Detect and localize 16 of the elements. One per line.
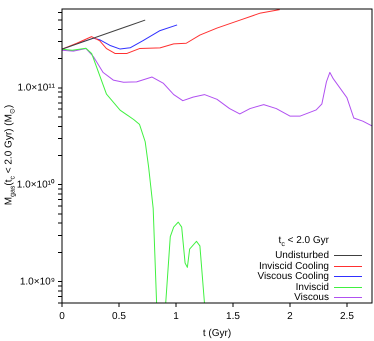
x-tick-label: 0 — [59, 310, 66, 322]
legend-label: Inviscid — [296, 282, 329, 293]
legend-label: Inviscid Cooling — [258, 260, 329, 272]
x-tick-label: 1.5 — [226, 310, 240, 322]
legend-title: t$_{c}$ < 2.0 Gyr — [278, 234, 330, 248]
y-tick-label: 1.0×10¹⁰ — [16, 178, 55, 190]
legend-label: Viscous Cooling — [257, 271, 329, 282]
y-tick-label: 1.0×10⁹ — [20, 276, 55, 288]
y-tick-label: 1.0×10¹¹ — [17, 82, 56, 94]
legend-label: Undisturbed — [275, 250, 329, 262]
x-tick-label: 2.5 — [340, 310, 354, 322]
x-tick-label: 1 — [173, 310, 180, 322]
x-tick-label: 2 — [287, 310, 294, 322]
legend-label: Viscous — [294, 292, 329, 304]
x-axis-title: t (Gyr) — [202, 328, 232, 339]
x-tick-label: 0.5 — [112, 310, 126, 322]
